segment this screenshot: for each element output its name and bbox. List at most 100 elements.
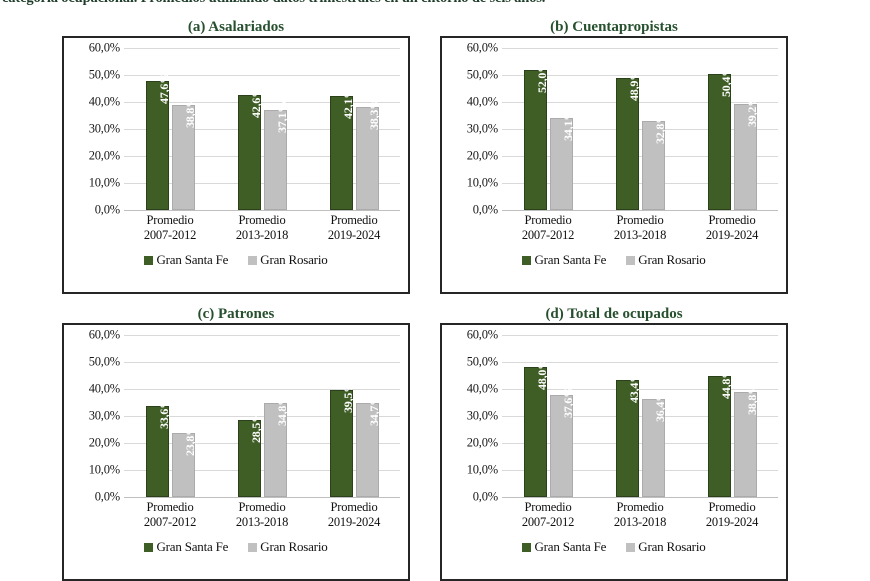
- y-tick-label: 10,0%: [466, 175, 498, 190]
- x-tick-label: Promedio 2019-2024: [705, 213, 759, 242]
- gridline: [124, 156, 400, 157]
- bar-gran-santa-fe[interactable]: 33,6%: [145, 397, 171, 497]
- y-tick-label: 20,0%: [466, 148, 498, 163]
- bar-value-label: 37,1%: [275, 100, 289, 133]
- y-tick-label: 30,0%: [88, 408, 120, 423]
- gridline: [502, 48, 778, 49]
- legend-label: Gran Rosario: [638, 539, 706, 554]
- y-tick-label: 30,0%: [466, 408, 498, 423]
- panel-d-chart: 60,0% 50,0% 40,0% 30,0% 20,0% 10,0% 0,0% 48,0% 3…: [440, 323, 788, 581]
- bar-gran-rosario[interactable]: 38,8%: [733, 383, 759, 497]
- legend-item[interactable]: Gran Santa Fe: [522, 252, 606, 268]
- bar-gran-santa-fe[interactable]: 48,0%: [523, 358, 549, 497]
- bar-gran-santa-fe[interactable]: 47,6%: [145, 72, 171, 210]
- bar-gran-santa-fe[interactable]: 28,5%: [237, 411, 263, 497]
- bar-value-label: 43,4%: [627, 370, 641, 403]
- gridline: [124, 443, 400, 444]
- gridline: [124, 497, 400, 498]
- x-tick-label: Promedio 2013-2018: [613, 500, 667, 529]
- bar-gran-santa-fe[interactable]: 52,0%: [523, 61, 549, 210]
- panel-d-y-axis: 60,0% 50,0% 40,0% 30,0% 20,0% 10,0% 0,0%: [446, 328, 498, 504]
- bar-value-label: 47,6%: [157, 72, 171, 105]
- bar-gran-rosario[interactable]: 32,8%: [641, 112, 667, 210]
- panel-a-plot-area: 47,6% 38,8% 42,6% 37,1% 42,1% 38,3%: [124, 48, 400, 211]
- x-tick-label: Promedio 2013-2018: [235, 213, 289, 242]
- y-tick-label: 30,0%: [466, 121, 498, 136]
- bar-gran-rosario[interactable]: 38,8%: [171, 96, 197, 210]
- legend-label: Gran Rosario: [260, 252, 328, 267]
- y-tick-label: 60,0%: [88, 40, 120, 55]
- bar-gran-rosario[interactable]: 23,8%: [171, 424, 197, 497]
- panel-d-legend: Gran Santa Fe Gran Rosario: [442, 539, 786, 555]
- bar-gran-rosario[interactable]: 37,1%: [263, 101, 289, 210]
- panel-a-title: (a) Asalariados: [187, 19, 285, 35]
- bar-group: 42,6% 37,1%: [216, 48, 308, 210]
- legend-item[interactable]: Gran Rosario: [626, 539, 706, 555]
- y-tick-label: 60,0%: [466, 327, 498, 342]
- bar-group: 28,5% 34,8%: [216, 335, 308, 497]
- bar-gran-rosario[interactable]: 34,7%: [355, 394, 381, 497]
- bar-gran-santa-fe[interactable]: 43,4%: [615, 371, 641, 497]
- y-tick-label: 0,0%: [472, 489, 498, 504]
- bar-group: 50,4% 39,2%: [686, 48, 778, 210]
- legend-item[interactable]: Gran Santa Fe: [144, 252, 228, 268]
- bar-gran-santa-fe[interactable]: 42,6%: [237, 86, 263, 210]
- x-tick-label: Promedio 2007-2012: [143, 500, 197, 529]
- y-tick-label: 10,0%: [88, 175, 120, 190]
- y-tick-label: 50,0%: [466, 354, 498, 369]
- bar-value-label: 33,6%: [157, 397, 171, 430]
- bar-gran-santa-fe[interactable]: 50,4%: [707, 65, 733, 210]
- bar-gran-santa-fe[interactable]: 42,1%: [329, 87, 355, 210]
- legend-swatch-icon: [248, 255, 258, 265]
- y-tick-label: 0,0%: [94, 202, 120, 217]
- x-tick-label: Promedio 2007-2012: [521, 500, 575, 529]
- legend-label: Gran Santa Fe: [534, 252, 607, 267]
- panel-a-y-axis: 60,0% 50,0% 40,0% 30,0% 20,0% 10,0% 0,0%: [68, 41, 120, 217]
- bar-gran-santa-fe[interactable]: 48,9%: [615, 69, 641, 210]
- bar-gran-rosario[interactable]: 37,6%: [549, 386, 575, 497]
- bar-gran-rosario[interactable]: 38,3%: [355, 98, 381, 210]
- legend-swatch-icon: [522, 542, 532, 552]
- bar-value-label: 52,0%: [535, 60, 549, 93]
- bar-value-label: 48,9%: [627, 68, 641, 101]
- y-tick-label: 0,0%: [472, 202, 498, 217]
- bar-gran-rosario[interactable]: 34,1%: [549, 109, 575, 210]
- legend-label: Gran Santa Fe: [534, 539, 607, 554]
- bar-value-label: 34,8%: [275, 394, 289, 427]
- legend-swatch-icon: [248, 542, 258, 552]
- bar-group: 48,0% 37,6%: [502, 335, 594, 497]
- x-tick-label: Promedio 2007-2012: [143, 213, 197, 242]
- bar-gran-santa-fe[interactable]: 39,5%: [329, 381, 355, 497]
- x-tick-label: Promedio 2007-2012: [521, 213, 575, 242]
- panel-c-y-axis: 60,0% 50,0% 40,0% 30,0% 20,0% 10,0% 0,0%: [68, 328, 120, 504]
- x-tick-label: Promedio 2013-2018: [235, 500, 289, 529]
- gridline: [124, 362, 400, 363]
- gridline: [502, 335, 778, 336]
- y-tick-label: 0,0%: [94, 489, 120, 504]
- gridline: [124, 210, 400, 211]
- bar-gran-rosario[interactable]: 34,8%: [263, 394, 289, 497]
- bar-gran-santa-fe[interactable]: 44,8%: [707, 367, 733, 497]
- figure-caption-text: categoría ocupacional. Promedios utiliza…: [2, 0, 868, 7]
- panel-c: (c) Patrones 60,0% 50,0% 40,0% 30,0% 20,0% 10…: [62, 305, 410, 581]
- bar-gran-rosario[interactable]: 39,2%: [733, 95, 759, 210]
- gridline: [502, 183, 778, 184]
- gridline: [124, 129, 400, 130]
- legend-item[interactable]: Gran Santa Fe: [522, 539, 606, 555]
- bar-group: 44,8% 38,8%: [686, 335, 778, 497]
- legend-swatch-icon: [144, 542, 154, 552]
- legend-label: Gran Rosario: [260, 539, 328, 554]
- x-tick-label: Promedio 2019-2024: [705, 500, 759, 529]
- panel-a-x-axis: Promedio 2007-2012 Promedio 2013-2018 Promed…: [124, 213, 400, 243]
- legend-item[interactable]: Gran Rosario: [626, 252, 706, 268]
- figure-caption: categoría ocupacional. Promedios utiliza…: [0, 0, 870, 13]
- bar-value-label: 38,8%: [745, 383, 759, 416]
- legend-item[interactable]: Gran Santa Fe: [144, 539, 228, 555]
- legend-item[interactable]: Gran Rosario: [248, 252, 328, 268]
- legend-item[interactable]: Gran Rosario: [248, 539, 328, 555]
- y-tick-label: 10,0%: [466, 462, 498, 477]
- gridline: [502, 129, 778, 130]
- y-tick-label: 50,0%: [88, 354, 120, 369]
- bar-gran-rosario[interactable]: 36,4%: [641, 390, 667, 497]
- gridline: [502, 156, 778, 157]
